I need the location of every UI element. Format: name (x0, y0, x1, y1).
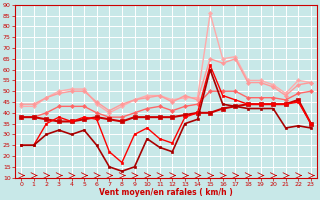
X-axis label: Vent moyen/en rafales ( km/h ): Vent moyen/en rafales ( km/h ) (99, 188, 233, 197)
